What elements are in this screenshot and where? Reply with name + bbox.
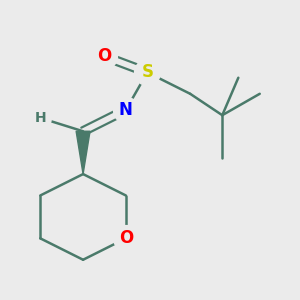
Text: H: H xyxy=(34,111,46,125)
Text: S: S xyxy=(141,63,153,81)
Text: O: O xyxy=(98,47,112,65)
Polygon shape xyxy=(76,131,90,174)
Text: N: N xyxy=(119,101,133,119)
Text: O: O xyxy=(119,229,133,247)
